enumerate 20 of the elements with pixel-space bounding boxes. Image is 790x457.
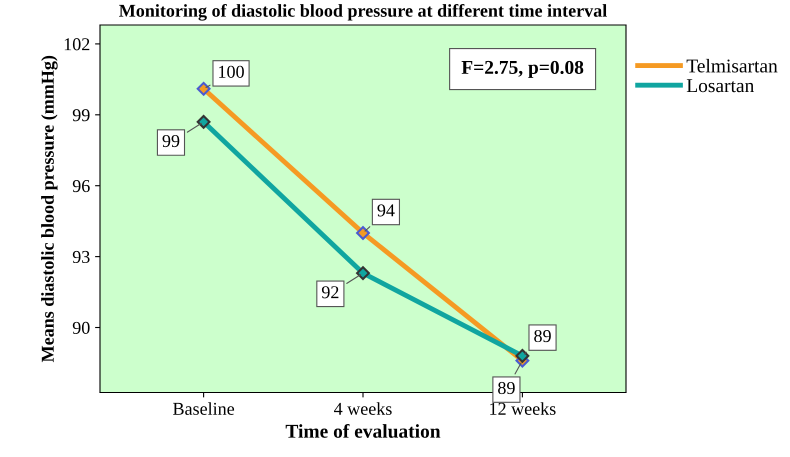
data-label: 92: [322, 286, 338, 298]
x-tick-label: 12 weeks: [490, 402, 556, 415]
y-tick-label: 99: [72, 109, 90, 122]
y-tick-label: 93: [72, 250, 90, 264]
x-tick-label: 4 weeks: [334, 402, 392, 415]
y-axis-title: Means diastolic blood pressure (mmHg): [41, 56, 58, 362]
annotation: F=2.75, p=0.08: [462, 60, 584, 78]
x-axis-title: Time of evaluation: [286, 424, 440, 438]
x-tick-label: Baseline: [173, 402, 234, 415]
y-tick-label: 90: [72, 322, 90, 334]
legend-label: Telmisartan: [686, 58, 778, 73]
chart-title: Monitoring of diastolic blood pressure at different time interval: [119, 4, 607, 21]
data-label: 89: [534, 330, 551, 342]
data-label: 94: [377, 204, 395, 216]
legend-label: Losartan: [686, 79, 754, 92]
y-tick-label: 102: [64, 38, 90, 50]
data-label: 99: [162, 134, 180, 148]
data-label: 100: [219, 66, 244, 78]
data-label: 89: [498, 382, 515, 394]
y-tick-label: 96: [72, 180, 90, 192]
